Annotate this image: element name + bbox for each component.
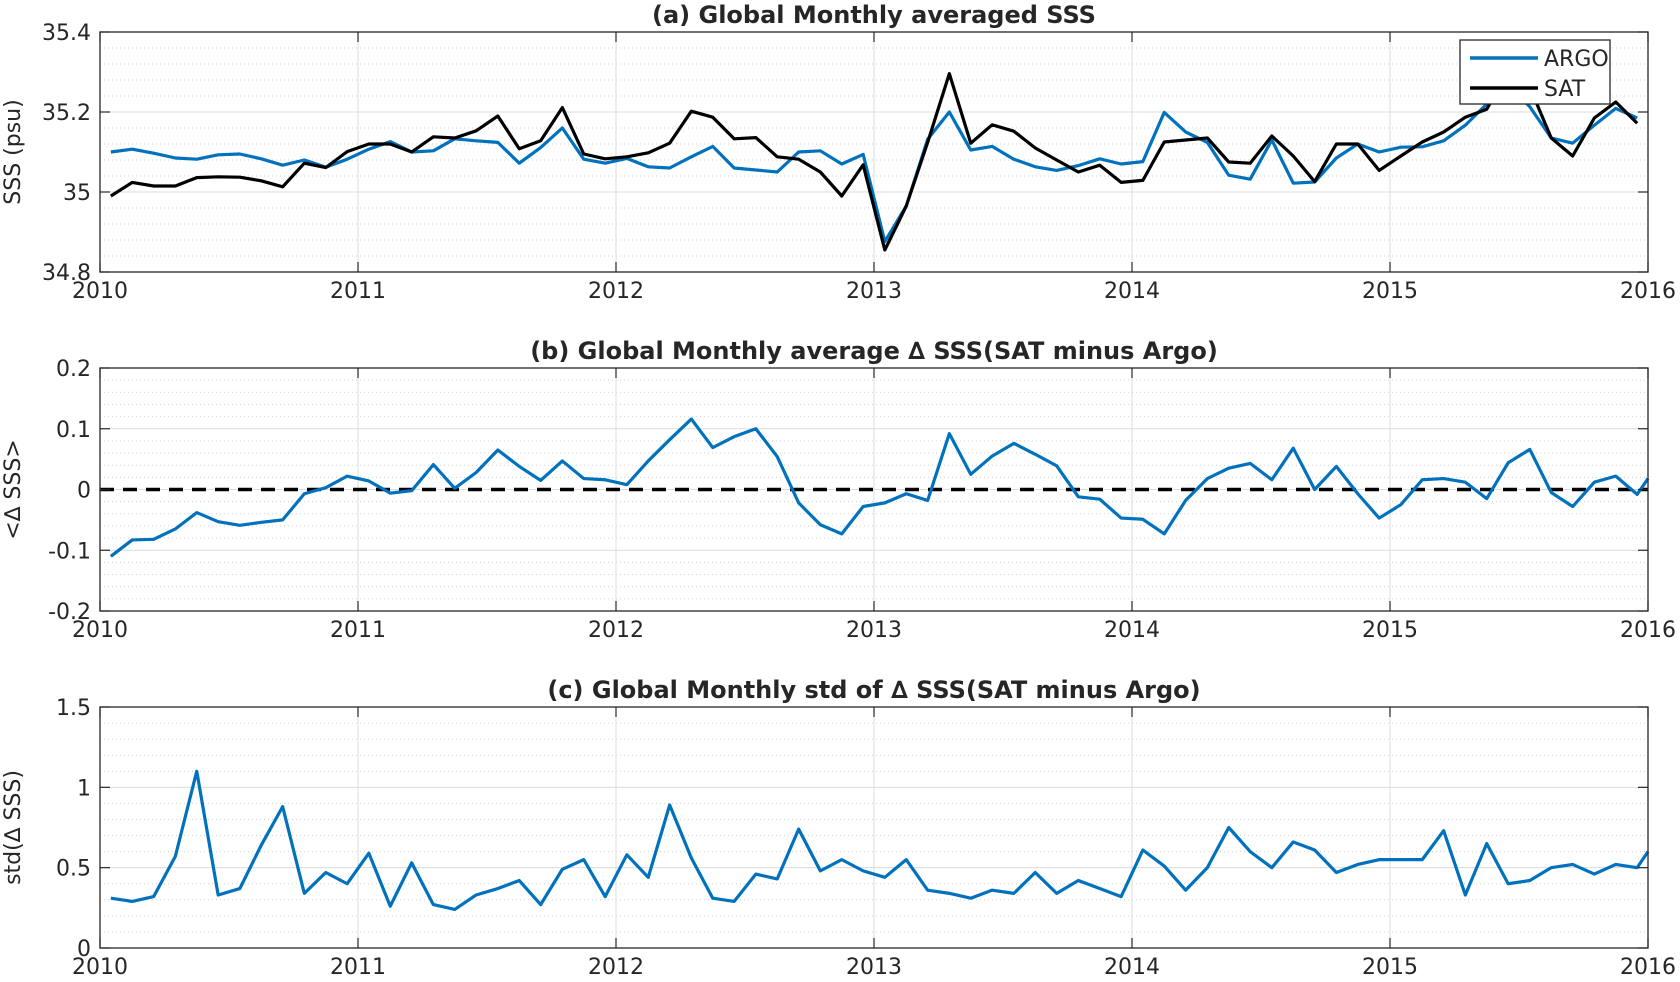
series-line-sat xyxy=(109,69,1639,252)
y-tick-label: 0.2 xyxy=(56,357,91,382)
x-tick-label: 2015 xyxy=(1362,618,1418,643)
y-tick-label: 0 xyxy=(77,937,91,962)
y-tick-label: 35.2 xyxy=(42,101,91,126)
x-tick-label: 2014 xyxy=(1104,955,1160,980)
x-tick-label: 2013 xyxy=(846,618,902,643)
legend-label-sat: SAT xyxy=(1544,77,1586,102)
x-tick-label: 2016 xyxy=(1620,618,1676,643)
y-tick-label: 0 xyxy=(77,479,91,504)
x-tick-label: 2011 xyxy=(330,279,386,304)
y-tick-label: 35.4 xyxy=(42,21,91,46)
y-tick-label: -0.2 xyxy=(48,600,91,625)
chart-title: (b) Global Monthly average ∆ SSS(SAT min… xyxy=(530,337,1218,365)
x-tick-label: 2014 xyxy=(1104,618,1160,643)
y-axis-label: <∆ SSS> xyxy=(1,439,26,539)
x-tick-label: 2015 xyxy=(1362,279,1418,304)
y-tick-label: 0.5 xyxy=(56,857,91,882)
x-tick-label: 2010 xyxy=(72,279,128,304)
chart-title: (c) Global Monthly std of ∆ SSS(SAT minu… xyxy=(547,676,1200,704)
panel-b: 2010 2011 2012 2013 2014 2015 2016 -0.2 -0.1 0 0.1… xyxy=(1,337,1676,643)
x-tick-label: 2014 xyxy=(1104,279,1160,304)
y-tick-label: 34.8 xyxy=(42,261,91,286)
x-tick-label: 2016 xyxy=(1620,955,1676,980)
x-tick-label: 2012 xyxy=(588,955,644,980)
panel-c: 2010 2011 2012 2013 2014 2015 2016 0 0.5 1 1.5 (c) … xyxy=(1,676,1676,980)
x-tick-label: 2011 xyxy=(330,618,386,643)
legend-box xyxy=(1459,39,1611,105)
series-line xyxy=(109,417,1650,558)
panel-a: 2010 2011 2012 2013 2014 2015 2016 34.8 35 35.2 35… xyxy=(1,1,1676,304)
y-tick-label: 0.1 xyxy=(56,418,91,443)
x-tick-label: 2010 xyxy=(72,618,128,643)
series-line xyxy=(110,769,1650,912)
y-tick-label: 1.5 xyxy=(56,696,91,721)
series-line-argo xyxy=(110,83,1638,244)
legend-label-argo: ARGO xyxy=(1544,47,1609,72)
x-tick-label: 2013 xyxy=(846,279,902,304)
x-tick-label: 2011 xyxy=(330,955,386,980)
x-tick-label: 2010 xyxy=(72,955,128,980)
chart-title: (a) Global Monthly averaged SSS xyxy=(652,1,1096,29)
legend: ARGO SAT xyxy=(1459,39,1611,105)
x-tick-label: 2012 xyxy=(588,279,644,304)
x-tick-label: 2016 xyxy=(1620,279,1676,304)
x-tick-label: 2015 xyxy=(1362,955,1418,980)
y-tick-label: 1 xyxy=(77,776,91,801)
x-tick-label: 2012 xyxy=(588,618,644,643)
y-tick-label: -0.1 xyxy=(48,539,91,564)
y-axis-label: SSS (psu) xyxy=(1,99,26,204)
y-axis-label: std(∆ SSS) xyxy=(1,770,26,885)
x-tick-label: 2013 xyxy=(846,955,902,980)
y-tick-label: 35 xyxy=(63,181,91,206)
